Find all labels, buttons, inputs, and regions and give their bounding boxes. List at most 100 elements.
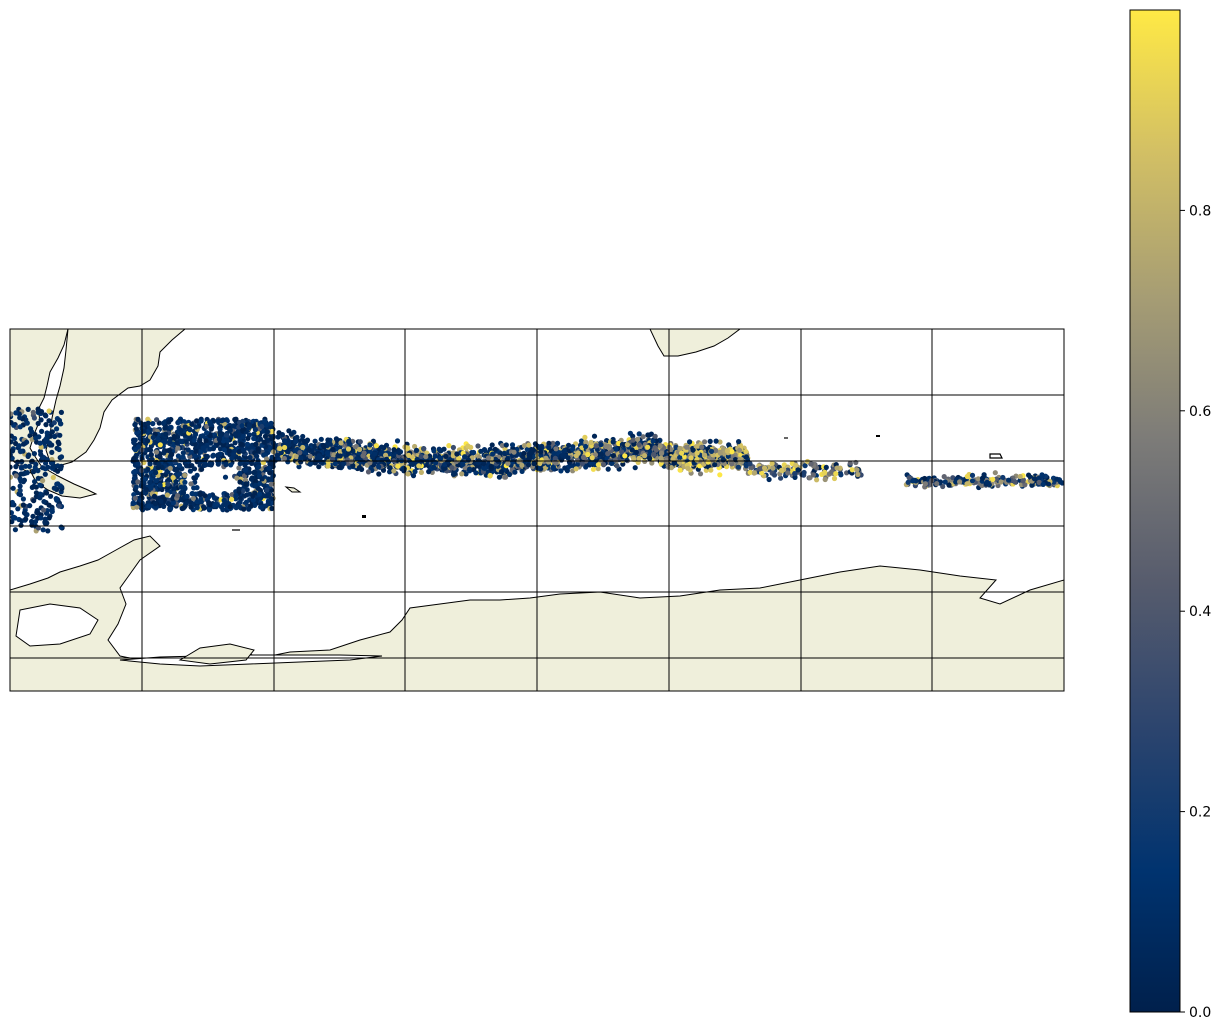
data-point <box>38 451 44 457</box>
data-point <box>536 445 542 451</box>
data-point <box>737 447 743 453</box>
data-point <box>147 446 153 452</box>
data-point <box>679 450 685 456</box>
data-point <box>431 464 437 470</box>
data-point <box>600 461 607 467</box>
data-point <box>174 467 180 473</box>
data-point <box>346 438 352 445</box>
data-point <box>614 463 620 469</box>
data-point <box>847 460 853 466</box>
data-point <box>306 447 312 453</box>
south-africa-land <box>649 329 741 357</box>
data-point <box>259 476 265 482</box>
data-point <box>519 462 525 468</box>
data-point <box>953 479 959 485</box>
data-point <box>512 469 518 475</box>
data-point <box>189 421 195 427</box>
data-point <box>45 528 51 534</box>
data-point <box>176 419 182 425</box>
data-point <box>990 476 996 482</box>
data-point <box>338 440 344 446</box>
data-point <box>946 482 952 488</box>
data-point <box>262 433 268 439</box>
data-point <box>588 460 594 466</box>
data-point <box>423 454 429 460</box>
data-point <box>215 457 222 463</box>
data-point <box>204 423 210 429</box>
data-point <box>257 491 263 497</box>
data-point <box>524 446 530 452</box>
colorbar-tick-label: 0.8 <box>1189 203 1211 219</box>
data-point <box>535 465 541 471</box>
data-point <box>246 469 252 475</box>
data-point <box>629 447 635 453</box>
data-point <box>223 432 230 438</box>
data-point <box>294 434 300 440</box>
data-point <box>182 472 188 478</box>
data-point <box>157 442 163 448</box>
data-point <box>793 462 799 468</box>
data-point <box>250 497 256 503</box>
data-point <box>215 452 221 458</box>
data-point <box>38 515 44 521</box>
data-point <box>163 431 169 437</box>
data-point <box>181 419 187 425</box>
data-point <box>553 446 559 452</box>
data-point <box>431 448 437 454</box>
data-point <box>622 453 628 459</box>
data-point <box>651 451 657 457</box>
data-point <box>216 436 222 442</box>
data-point <box>293 439 299 445</box>
data-point <box>31 415 37 421</box>
data-point <box>18 471 24 477</box>
data-point <box>17 424 23 430</box>
data-point <box>482 465 488 471</box>
data-point <box>33 490 40 496</box>
data-point <box>337 453 343 459</box>
data-point <box>379 444 385 450</box>
data-point <box>249 460 255 466</box>
data-point <box>590 466 597 472</box>
data-point <box>18 522 24 528</box>
data-point <box>635 436 641 442</box>
data-point <box>236 449 242 455</box>
colorbar-tick-label: 0.0 <box>1189 1005 1211 1021</box>
data-point <box>31 498 37 504</box>
data-point <box>521 450 527 456</box>
data-point <box>164 469 170 475</box>
data-point <box>610 453 617 459</box>
data-point <box>199 466 205 472</box>
data-point <box>193 448 199 454</box>
data-point <box>18 465 24 471</box>
data-point <box>748 465 754 471</box>
data-point <box>405 471 411 477</box>
data-point <box>688 455 694 461</box>
data-point <box>274 452 281 458</box>
data-point <box>324 450 331 456</box>
data-point <box>223 462 229 468</box>
data-point <box>31 483 37 489</box>
data-point <box>243 499 249 505</box>
data-point <box>188 504 194 510</box>
data-point <box>221 497 227 503</box>
data-point <box>253 482 259 488</box>
data-point <box>1012 479 1018 485</box>
data-point <box>253 478 259 484</box>
data-point <box>694 450 700 456</box>
data-point <box>341 461 347 467</box>
data-point <box>922 475 928 482</box>
data-point <box>770 465 776 471</box>
data-point <box>677 445 683 452</box>
data-point <box>357 439 363 445</box>
data-point <box>56 446 62 453</box>
data-point <box>51 485 57 491</box>
data-point <box>829 469 835 475</box>
data-point <box>204 430 210 436</box>
data-point <box>38 444 44 450</box>
data-point <box>58 454 65 460</box>
data-point <box>551 450 557 457</box>
data-point <box>647 455 653 461</box>
data-point <box>17 483 23 489</box>
data-point <box>747 469 753 475</box>
